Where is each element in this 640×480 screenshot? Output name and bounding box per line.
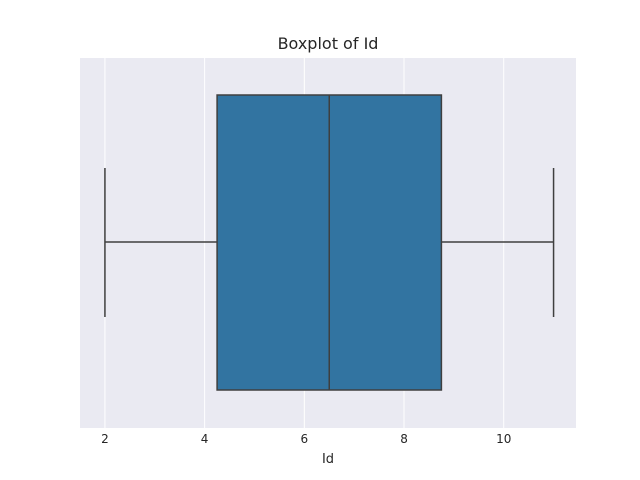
chart-title: Boxplot of Id: [278, 34, 379, 53]
x-tick-label: 8: [400, 432, 408, 446]
box-layer: [104, 94, 555, 391]
x-tick-label: 6: [301, 432, 309, 446]
x-tick-label: 10: [496, 432, 511, 446]
x-axis-ticks: 2 4 6 8 10: [101, 432, 511, 446]
x-axis-label: Id: [322, 452, 334, 467]
x-tick-label: 2: [101, 432, 109, 446]
x-tick-label: 4: [201, 432, 209, 446]
